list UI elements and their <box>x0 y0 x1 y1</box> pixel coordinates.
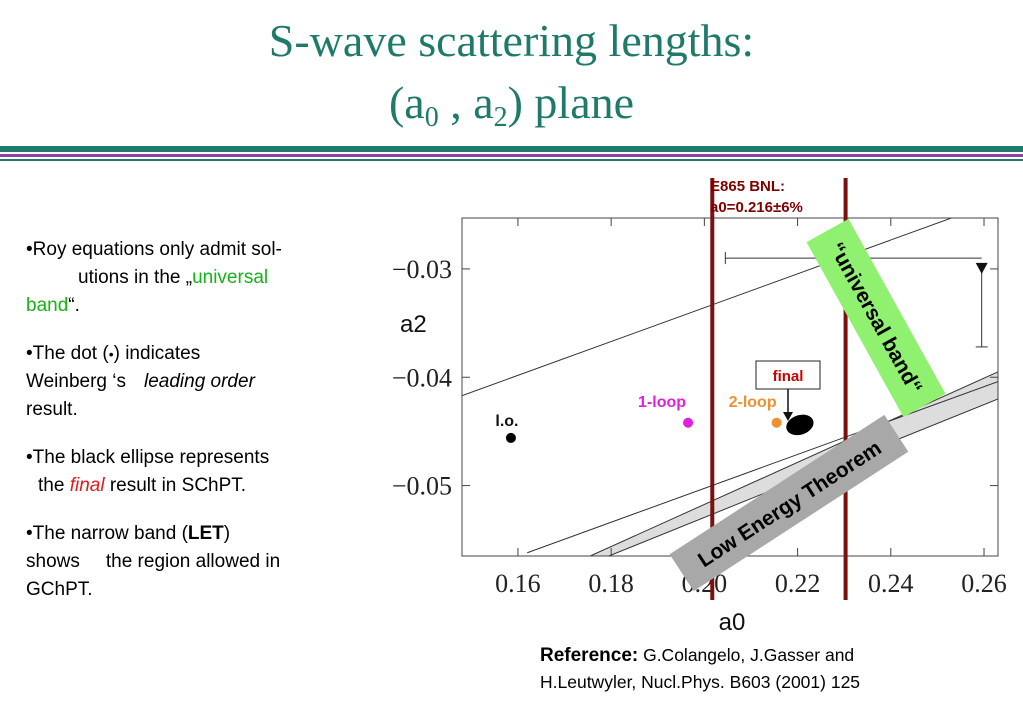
final-arrow-head <box>783 412 793 421</box>
bullet-let-b: ) <box>223 523 231 544</box>
x-tick-label-4: 0.22 <box>775 569 821 598</box>
title-mid: , a <box>438 77 494 128</box>
bullet-dot-d: result. <box>26 399 78 420</box>
point-2loop-label: 2-loop <box>729 394 777 411</box>
bullet-let-bold: LET <box>187 523 224 544</box>
bullet-list: •Roy equations only admit sol- utions in… <box>26 236 356 624</box>
bullet-let-c: shows <box>26 551 80 572</box>
bullet-roy-line2: utions in the „ <box>78 267 193 288</box>
bullet-ellipse-b: the <box>38 475 70 496</box>
band-edge-line-3 <box>589 371 998 556</box>
title-sub-2: 2 <box>493 102 508 133</box>
bullet-roy: •Roy equations only admit sol- utions in… <box>26 236 356 320</box>
x-axis-label: a0 <box>719 609 746 636</box>
universal-band-label: “universal band“ <box>824 239 926 398</box>
y-axis-label: a2 <box>400 311 427 338</box>
bullet-ellipse-c: result in SChPT. <box>104 475 247 496</box>
y-tick-label-3: −0.05 <box>392 472 452 501</box>
bullet-ellipse-final: final <box>69 475 105 496</box>
y-tick-label-2: −0.04 <box>392 363 452 392</box>
bullet-roy-line1: •Roy equations only admit sol- <box>26 239 282 260</box>
x-tick-label-1: 0.16 <box>495 569 541 598</box>
bullet-let-d: the region allowed in <box>105 551 281 572</box>
title-line-2: (a0 , a2) plane <box>0 76 1023 145</box>
band-edge-line-1 <box>462 218 952 397</box>
final-ellipse <box>786 414 814 436</box>
final-label-box <box>755 360 821 390</box>
band-edge-line-2 <box>527 381 998 554</box>
x-tick-label-2: 0.18 <box>588 569 634 598</box>
title-rule-purple <box>0 154 1023 157</box>
title-close: ) plane <box>507 77 635 128</box>
bullet-dot-c: Weinberg ‘s <box>26 371 126 392</box>
reference-line2: H.Leutwyler, Nucl.Phys. B603 (2001) 125 <box>540 672 861 692</box>
e865-label: E865 BNL: <box>710 178 785 195</box>
title-rule-teal-thin <box>0 159 1023 161</box>
bullet-dot-glyph: • <box>108 346 114 362</box>
point-1loop-label: 1-loop <box>638 394 686 411</box>
e865-value: a0=0.216±6% <box>710 199 803 216</box>
title-open: (a <box>388 77 425 128</box>
bullet-ellipse-a: •The black ellipse represents <box>26 447 270 468</box>
x-tick-label-5: 0.24 <box>868 569 914 598</box>
title-line-1: S-wave scattering lengths: <box>268 15 755 66</box>
let-annotation: Low Energy Theorem <box>669 414 909 592</box>
bullet-roy-universal: universal <box>192 267 269 288</box>
bullet-dot: •The dot (•) indicates Weinberg ‘s leadin… <box>26 340 356 424</box>
final-label: final <box>773 368 804 385</box>
reference: Reference: G.Colangelo, J.Gasser and H.L… <box>540 642 860 696</box>
bullet-ellipse: •The black ellipse represents the final … <box>26 444 356 500</box>
bullet-let: •The narrow band (LET) shows the region a… <box>26 520 356 604</box>
universal-band-annotation: “universal band“ <box>806 218 946 418</box>
bullet-dot-a: •The dot ( <box>26 343 109 364</box>
bullet-dot-b: ) indicates <box>113 343 201 364</box>
y-tick-label-1: −0.03 <box>392 255 452 284</box>
bullet-let-a: •The narrow band ( <box>26 523 188 544</box>
measurement-marker <box>975 262 988 274</box>
bullet-dot-leading-order: leading order <box>143 371 255 392</box>
title-sub-0: 0 <box>424 102 439 133</box>
reference-line1: G.Colangelo, J.Gasser and <box>638 645 855 665</box>
bullet-roy-band: band <box>26 295 69 316</box>
point-lo <box>505 432 516 443</box>
title-rule-teal <box>0 146 1023 152</box>
let-box <box>669 414 909 592</box>
x-tick-label-6: 0.26 <box>961 569 1007 598</box>
point-2loop <box>771 417 782 428</box>
bullet-let-e: GChPT. <box>26 579 93 600</box>
universal-band-box <box>806 218 946 418</box>
bullet-roy-end: “. <box>68 295 80 316</box>
reference-label: Reference: <box>540 645 639 666</box>
point-1loop <box>683 417 694 428</box>
point-lo-label: l.o. <box>495 413 518 430</box>
